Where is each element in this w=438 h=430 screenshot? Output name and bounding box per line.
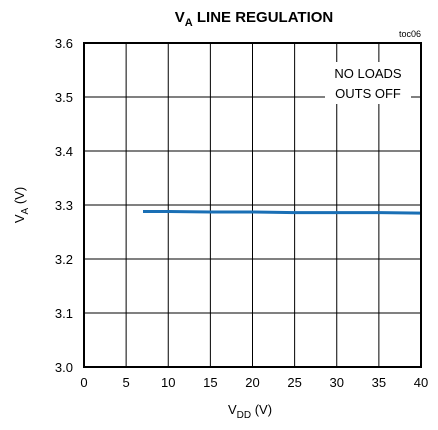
chart-title-main: V: [175, 9, 185, 26]
x-tick-label: 25: [287, 375, 301, 390]
x-tick-label: 0: [80, 375, 87, 390]
x-tick-label: 40: [414, 375, 428, 390]
y-axis-label-main: V: [12, 214, 27, 223]
annotation-line-1: NO LOADS: [334, 66, 402, 81]
x-tick-label: 15: [203, 375, 217, 390]
grid: [83, 42, 422, 368]
x-tick-labels: 0 5 10 15 20 25 30 35 40: [80, 375, 428, 390]
x-tick-label: 5: [123, 375, 130, 390]
annotation-box: [325, 62, 411, 104]
x-tick-label: 35: [372, 375, 386, 390]
x-axis-label-rest: (V): [251, 402, 272, 417]
x-axis-label-main: V: [228, 402, 237, 417]
y-axis-label-sub: A: [20, 207, 31, 214]
y-tick-label: 3.0: [55, 360, 73, 375]
y-tick-label: 3.1: [55, 306, 73, 321]
annotation-line-2: OUTS OFF: [335, 86, 401, 101]
y-tick-label: 3.4: [55, 144, 73, 159]
series-layer: [143, 210, 422, 215]
x-tick-label: 30: [330, 375, 344, 390]
y-tick-labels: 3.0 3.1 3.2 3.3 3.4 3.5 3.6: [55, 36, 73, 375]
y-tick-label: 3.6: [55, 36, 73, 51]
x-axis-label-sub: DD: [237, 410, 251, 421]
x-axis-label: VDD (V): [228, 402, 272, 421]
y-tick-label: 3.3: [55, 198, 73, 213]
chart-title: VA LINE REGULATION: [175, 9, 334, 29]
x-tick-label: 10: [161, 375, 175, 390]
plot-frame: [83, 42, 422, 368]
y-axis-label: VA (V): [12, 187, 31, 223]
chart-title-sub: A: [185, 17, 193, 29]
x-tick-label: 20: [245, 375, 259, 390]
y-axis-label-rest: (V): [12, 187, 27, 208]
chart-title-rest: LINE REGULATION: [193, 9, 334, 26]
y-tick-label: 3.2: [55, 252, 73, 267]
y-tick-label: 3.5: [55, 90, 73, 105]
chart-tag: toc06: [399, 29, 421, 39]
series-line: [143, 210, 422, 215]
